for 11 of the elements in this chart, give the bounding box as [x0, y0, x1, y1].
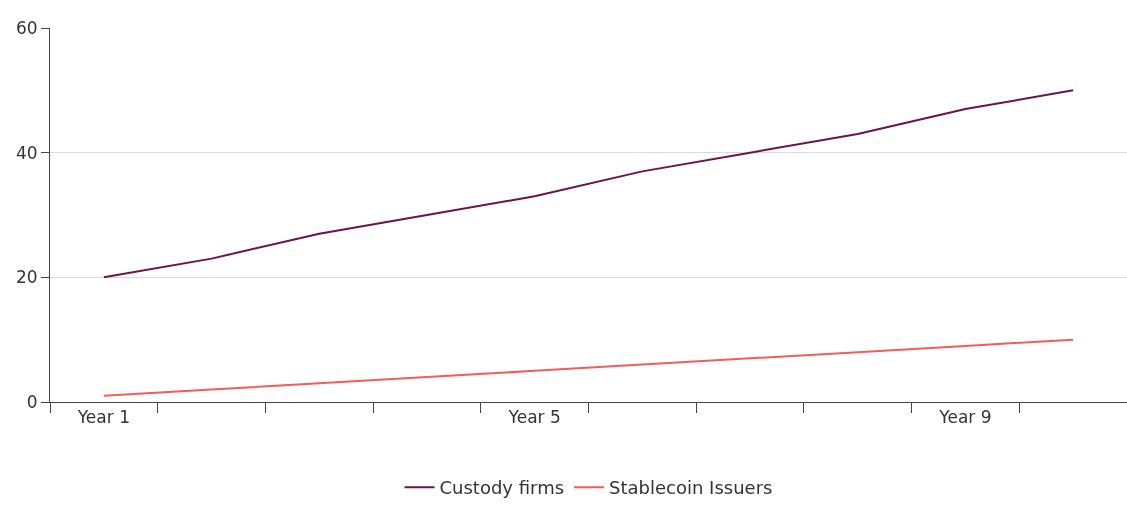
legend-label: Custody firms	[439, 477, 565, 499]
legend-label: Stablecoin Issuers	[609, 477, 773, 499]
y-tick-label: 0	[26, 391, 38, 412]
line-series	[102, 89, 1075, 279]
x-tick-label: Year 5	[507, 407, 561, 428]
y-tick-label: 20	[15, 267, 38, 288]
y-tick-label: 60	[15, 17, 38, 38]
y-tick-label: 40	[15, 142, 38, 163]
x-tick-label: Year 1	[76, 407, 130, 428]
line-series	[102, 338, 1075, 397]
x-tick-label: Year 9	[938, 407, 992, 428]
